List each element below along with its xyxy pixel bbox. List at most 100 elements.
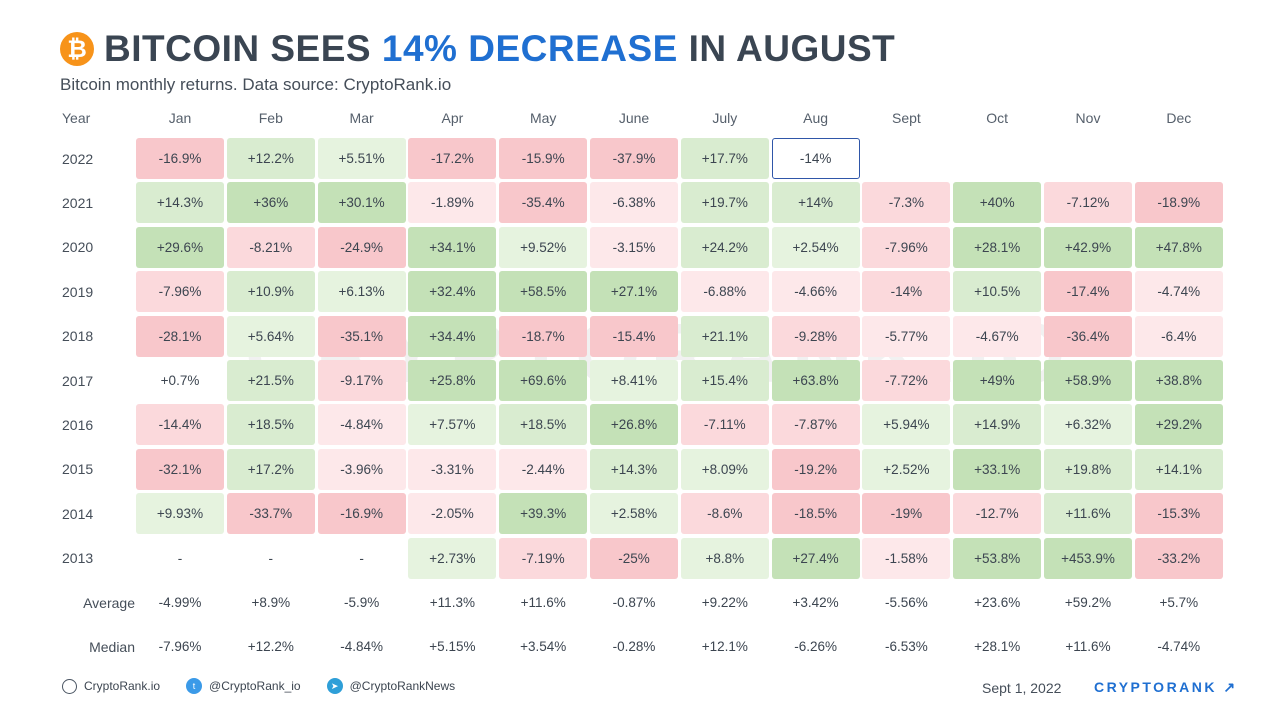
year-label-2014: 2014 [62, 505, 94, 522]
return-cell-2019-sept: -14% [862, 271, 951, 313]
return-cell-2016-aug: -7.87% [771, 404, 860, 446]
return-cell-2015-oct: +33.1% [953, 448, 1042, 490]
return-cell-2020-apr: +34.1% [408, 226, 497, 268]
month-header-mar: Mar [349, 110, 374, 126]
return-cell-2021-oct: +40% [953, 182, 1042, 224]
return-cell-2017-july: +15.4% [680, 360, 769, 401]
return-cell-2019-june: +27.1% [590, 271, 678, 313]
telegram-link[interactable]: ➤ @CryptoRankNews [326, 678, 455, 694]
month-header-feb: Feb [258, 110, 283, 126]
return-cell-2020-oct: +28.1% [953, 226, 1042, 268]
brand-link[interactable]: CRYPTORANK ↗ [1094, 679, 1238, 695]
return-cell-2016-jan: -14.4% [136, 404, 224, 446]
return-cell-2019-nov: -17.4% [1044, 271, 1132, 313]
return-cell-2015-june: +14.3% [590, 448, 678, 490]
year-column-header: Year [62, 110, 91, 126]
return-cell-2018-june: -15.4% [590, 315, 678, 357]
return-cell-2015-jan: -32.1% [136, 448, 224, 490]
return-cell-2021-sept: -7.3% [862, 182, 951, 224]
return-cell-2021-dec: -18.9% [1134, 182, 1223, 224]
twitter-icon: t [186, 678, 203, 694]
return-cell-2015-aug: -19.2% [771, 448, 860, 490]
twitter-link[interactable]: t @CryptoRank_io [186, 678, 301, 694]
median-cell-apr: +5.15% [429, 639, 476, 655]
title-part1: BITCOIN SEES [104, 28, 382, 69]
month-header-jan: Jan [168, 110, 192, 126]
return-cell-2021-june: -6.38% [590, 182, 678, 224]
average-cell-july: +9.22% [701, 595, 748, 610]
return-cell-2021-may: -35.4% [499, 182, 588, 224]
telegram-icon: ➤ [326, 678, 343, 694]
average-cell-nov: +59.2% [1064, 595, 1112, 610]
return-cell-2014-mar: -16.9% [317, 493, 406, 535]
return-cell-2014-oct: -12.7% [953, 493, 1042, 535]
median-cell-aug: -6.26% [794, 639, 837, 655]
return-cell-2021-july: +19.7% [680, 182, 769, 224]
return-cell-2013-jan: - [177, 550, 183, 566]
return-cell-2014-feb: -33.7% [226, 493, 315, 535]
month-header-oct: Oct [986, 110, 1009, 126]
return-cell-2019-may: +58.5% [499, 271, 588, 313]
return-cell-2022-may: -15.9% [499, 138, 588, 179]
return-cell-2013-dec: -33.2% [1134, 537, 1223, 579]
return-cell-2019-mar: +6.13% [317, 271, 406, 313]
return-cell-2017-mar: -9.17% [317, 360, 406, 401]
return-cell-2018-mar: -35.1% [317, 315, 406, 357]
return-cell-2014-july: -8.6% [680, 493, 769, 535]
month-header-apr: Apr [441, 110, 464, 126]
return-cell-2020-jan: +29.6% [136, 226, 224, 268]
title-highlight: 14% DECREASE [381, 28, 678, 69]
return-cell-2018-dec: -6.4% [1134, 315, 1223, 357]
return-cell-2021-jan: +14.3% [136, 182, 224, 224]
return-cell-2017-jan: +0.7% [160, 373, 200, 388]
return-cell-2022-apr: -17.2% [408, 138, 497, 179]
return-cell-2018-apr: +34.4% [408, 315, 497, 357]
return-cell-2022-feb: +12.2% [226, 138, 315, 179]
year-label-2020: 2020 [62, 239, 94, 256]
return-cell-2016-dec: +29.2% [1134, 404, 1223, 446]
return-cell-2017-oct: +49% [953, 360, 1042, 401]
return-cell-2013-nov: +453.9% [1044, 537, 1132, 579]
return-cell-2019-feb: +10.9% [226, 271, 315, 313]
return-cell-2018-aug: -9.28% [771, 315, 860, 357]
return-cell-2013-feb: - [268, 550, 274, 566]
return-cell-2014-dec: -15.3% [1134, 493, 1223, 535]
return-cell-2017-nov: +58.9% [1044, 360, 1132, 401]
median-cell-july: +12.1% [701, 639, 748, 655]
month-header-june: June [618, 110, 650, 126]
month-header-sept: Sept [891, 110, 921, 126]
return-cell-2022-mar: +5.51% [317, 138, 406, 179]
return-cell-2016-mar: -4.84% [317, 404, 406, 446]
median-cell-sept: -6.53% [885, 639, 928, 655]
website-link[interactable]: CryptoRank.io [62, 678, 160, 694]
average-cell-mar: -5.9% [343, 595, 380, 610]
return-cell-2022-aug: -14% [771, 138, 860, 179]
return-cell-2016-sept: +5.94% [862, 404, 951, 446]
return-cell-2018-july: +21.1% [680, 315, 769, 357]
return-cell-2019-apr: +32.4% [408, 271, 497, 313]
return-cell-2014-apr: -2.05% [408, 493, 497, 535]
return-cell-2017-june: +8.41% [590, 360, 678, 401]
return-cell-2016-may: +18.5% [499, 404, 588, 446]
return-cell-2013-apr: +2.73% [408, 537, 497, 579]
return-cell-2016-july: -7.11% [680, 404, 769, 446]
return-cell-2014-nov: +11.6% [1044, 493, 1132, 535]
median-cell-june: -0.28% [612, 639, 656, 655]
return-cell-2015-may: -2.44% [499, 448, 588, 490]
return-cell-2015-nov: +19.8% [1044, 448, 1132, 490]
average-cell-sept: -5.56% [885, 595, 928, 610]
return-cell-2014-june: +2.58% [590, 493, 678, 535]
median-cell-may: +3.54% [520, 639, 567, 655]
year-label-2017: 2017 [62, 372, 94, 389]
return-cell-2020-aug: +2.54% [771, 226, 860, 268]
return-cell-2013-mar: - [359, 550, 364, 566]
return-cell-2019-oct: +10.5% [953, 271, 1042, 313]
return-cell-2015-sept: +2.52% [862, 448, 951, 490]
average-cell-aug: +3.42% [792, 595, 839, 610]
globe-icon [62, 678, 77, 694]
return-cell-2022-june: -37.9% [590, 138, 678, 179]
average-cell-june: -0.87% [612, 595, 656, 610]
return-cell-2018-sept: -5.77% [862, 315, 951, 357]
return-cell-2017-dec: +38.8% [1134, 360, 1223, 401]
publish-date: Sept 1, 2022 [982, 680, 1062, 696]
